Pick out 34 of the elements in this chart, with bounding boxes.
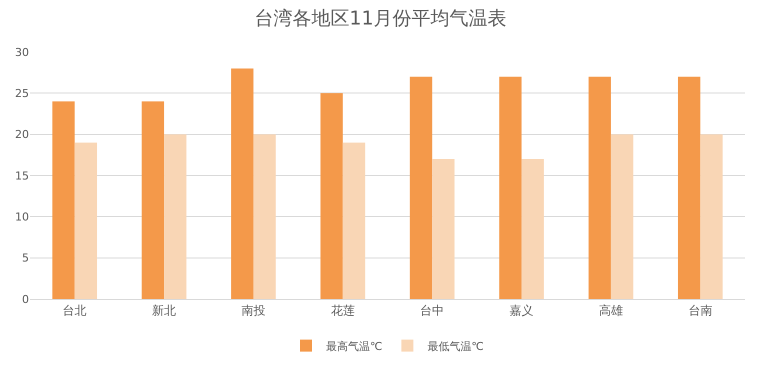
legend-label: 最高气温℃ — [326, 340, 382, 353]
bar — [231, 68, 254, 299]
x-tick-label: 新北 — [152, 303, 176, 318]
x-tick-label: 高雄 — [598, 303, 623, 318]
bar — [432, 159, 455, 299]
y-tick-label: 15 — [15, 169, 29, 182]
legend-label: 最低气温℃ — [427, 340, 484, 353]
chart-title: 台湾各地区11月份平均气温表 — [254, 7, 507, 30]
x-tick-label: 花莲 — [330, 303, 355, 318]
x-tick-label: 台南 — [688, 303, 712, 318]
bar — [253, 134, 276, 299]
bar — [320, 93, 343, 299]
y-tick-label: 20 — [15, 128, 29, 142]
y-tick-label: 30 — [15, 46, 29, 59]
bar — [499, 76, 522, 299]
bar — [522, 159, 544, 299]
y-tick-label: 25 — [15, 87, 29, 100]
y-tick-label: 5 — [22, 252, 29, 265]
x-tick-label: 南投 — [241, 303, 266, 318]
bar — [610, 134, 634, 299]
bar — [678, 76, 700, 299]
bar — [410, 76, 432, 299]
x-tick-label: 嘉义 — [510, 303, 534, 318]
bar — [342, 142, 366, 299]
bar — [74, 142, 98, 299]
bar — [700, 134, 723, 299]
y-tick-label: 0 — [22, 292, 29, 306]
x-tick-label: 台北 — [62, 303, 87, 318]
y-tick-label: 10 — [15, 210, 29, 224]
x-tick-label: 台中 — [420, 303, 444, 318]
bar — [142, 101, 164, 299]
bar — [52, 101, 75, 299]
bar — [588, 76, 611, 299]
bar — [164, 134, 186, 299]
